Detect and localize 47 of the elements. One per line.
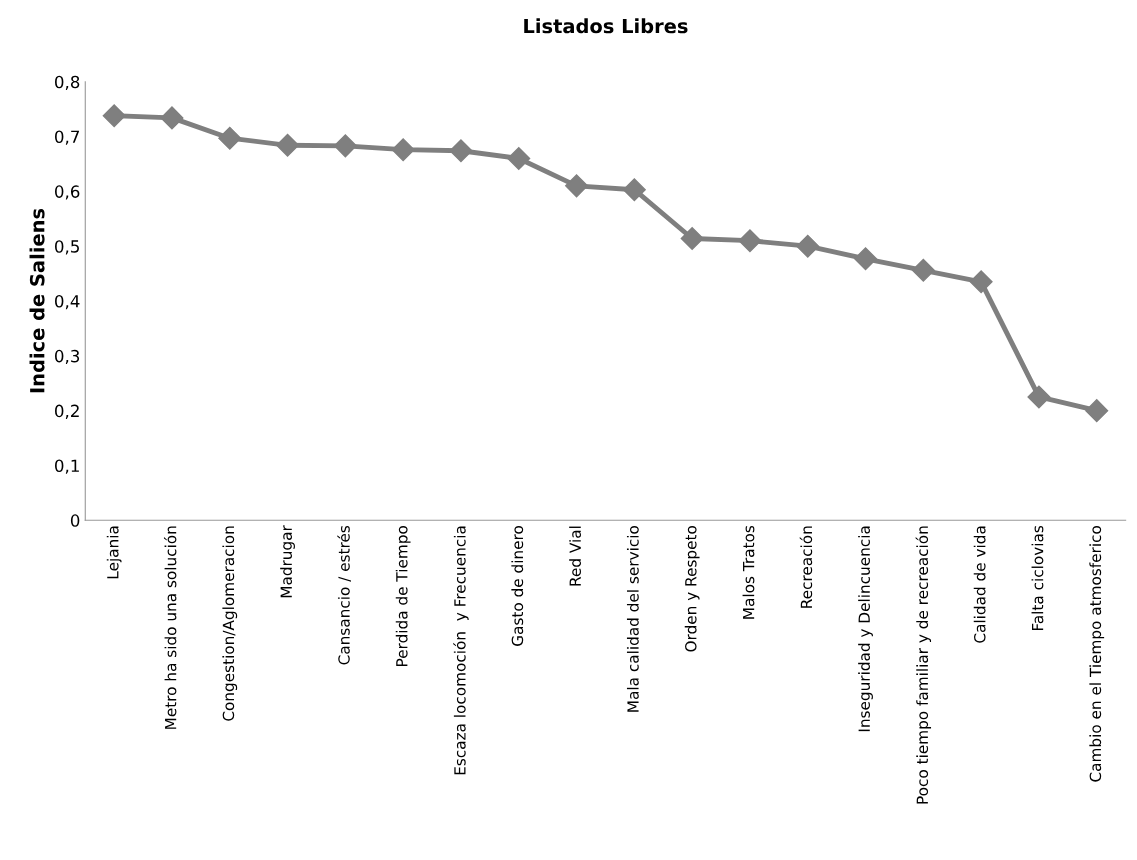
point (1027, 385, 1051, 409)
y-tick-label: 0,8 (55, 75, 80, 90)
point (276, 133, 300, 157)
x-tick-label: Malos Tratos (742, 525, 755, 619)
point (796, 234, 820, 258)
point (854, 247, 878, 271)
point (1085, 399, 1109, 423)
y-tick-label: 0,6 (55, 185, 80, 200)
x-tick-label: Cansancio / estrés (337, 525, 351, 665)
y-tick-label: 0 (70, 514, 80, 527)
y-tick-label: 0,2 (55, 404, 79, 419)
x-tick-label: Recreación (799, 526, 813, 608)
y-tick-label: 0,4 (55, 294, 80, 310)
x-tick-label: Falta ciclovias (1031, 525, 1044, 631)
y-tick-label: 0,5 (55, 240, 79, 255)
point (333, 134, 357, 158)
x-tick-label: Red Vial (569, 526, 581, 586)
x-tick-label: Madrugar (280, 525, 295, 598)
point (738, 229, 762, 253)
x-tick-label: Poco tiempo familiar y de recreación (915, 526, 932, 804)
y-tick-label: 0,1 (55, 459, 79, 474)
point (391, 138, 415, 162)
point (911, 258, 935, 282)
x-tick-label: Calidad de vida (973, 526, 986, 643)
point (449, 139, 473, 163)
y-tick-label: 0,7 (55, 130, 79, 145)
y-tick-label: 0,3 (55, 349, 80, 365)
point (218, 126, 242, 150)
x-tick-label: Metro ha sido una solución (163, 526, 177, 729)
point (102, 104, 126, 128)
x-tick-label: Lejania (106, 526, 122, 579)
x-tick-label: Gasto de dinero (511, 526, 524, 646)
point (622, 178, 646, 202)
chart-title: Listados Libres (524, 18, 688, 34)
point (680, 227, 704, 250)
x-tick-label: Cambio en el Tiempo atmosferico (1089, 526, 1105, 782)
x-tick-label: Mala calidad del servicio (626, 526, 639, 712)
y-axis-title: Indice de Saliens (29, 208, 45, 393)
point (969, 270, 993, 294)
point (507, 146, 531, 170)
x-tick-label: Escaza locomoción y Frecuencia (453, 526, 469, 775)
x-tick-label: Perdida de Tiempo (395, 526, 411, 666)
point (565, 174, 589, 198)
x-tick-label: Orden y Respeto (684, 526, 700, 652)
x-tick-label: Inseguridad y Delincuencia (858, 526, 873, 732)
x-tick-label: Congestion/Aglomeracion (222, 526, 238, 721)
point (160, 106, 184, 130)
